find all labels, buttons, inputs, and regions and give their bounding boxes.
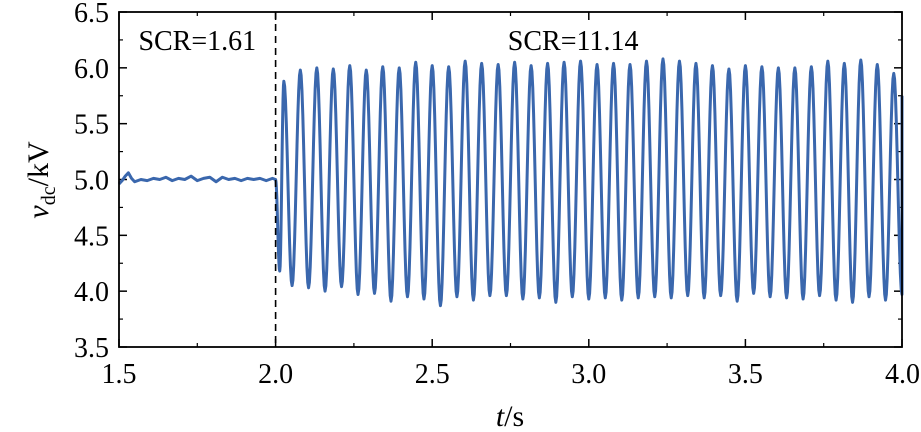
y-tick-label: 3.5 [74, 333, 109, 364]
x-tick-label: 1.5 [102, 359, 137, 390]
annotations: SCR=1.61 SCR=11.14 [138, 26, 638, 57]
plot-border [118, 11, 903, 348]
vdc-series-line [117, 57, 904, 308]
y-tick-label: 4.0 [74, 277, 109, 308]
y-tick-label: 5.5 [74, 110, 109, 141]
x-tick-label: 2.5 [415, 359, 450, 390]
y-tick-label: 4.5 [74, 221, 109, 252]
x-tick-label: 3.5 [728, 359, 763, 390]
x-tick-label: 2.0 [258, 359, 293, 390]
scr-annotation: SCR=11.14 [508, 26, 639, 57]
y-tick-label: 6.5 [74, 0, 109, 29]
plot-frame [118, 11, 903, 348]
y-axis-label: vdc/kV [22, 141, 60, 219]
ticks: 1.5 2.0 2.5 3.0 3.5 4.0 3.5 4.0 4.5 5.0 5.5 6.0 6.5 [74, 0, 920, 390]
scr-annotation: SCR=1.61 [138, 26, 256, 57]
series [117, 57, 904, 308]
x-tick-label: 4.0 [885, 359, 920, 390]
y-tick-label: 5.0 [74, 166, 109, 197]
y-tick-label: 6.0 [74, 54, 109, 85]
x-axis-label: t/s [496, 400, 524, 432]
x-tick-label: 3.0 [571, 359, 606, 390]
